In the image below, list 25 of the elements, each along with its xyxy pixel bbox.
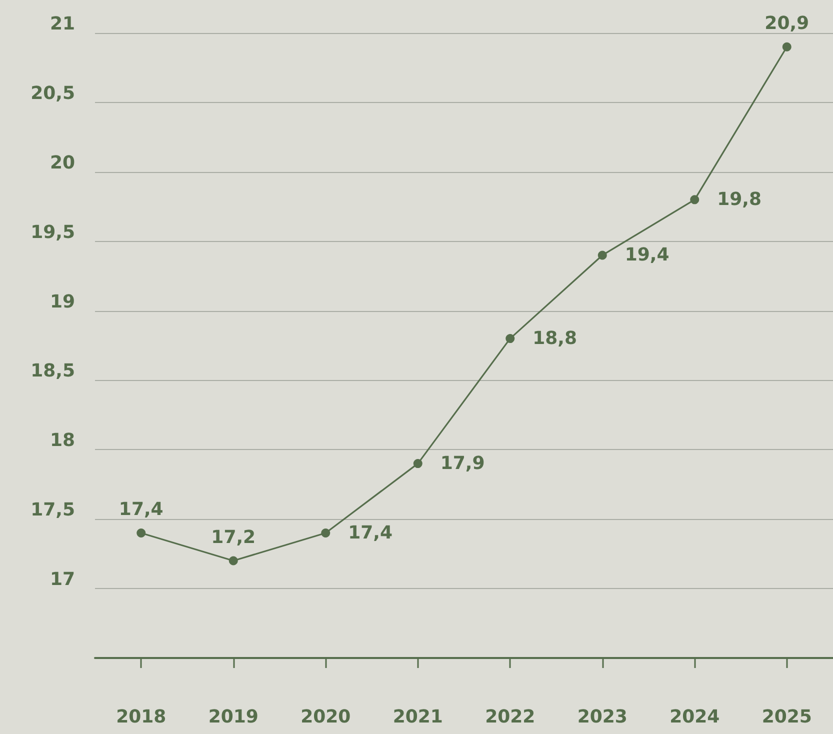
x-tick-label: 2019: [208, 706, 258, 728]
x-tick-label: 2025: [762, 706, 812, 728]
y-tick-label: 19: [50, 291, 75, 312]
data-label: 17,2: [211, 526, 256, 548]
data-label: 17,4: [118, 499, 164, 520]
x-tick-label: 2022: [485, 706, 536, 728]
data-label: 19,8: [717, 189, 762, 210]
y-tick-label: 20: [50, 152, 75, 174]
y-tick-label: 20,5: [30, 82, 75, 104]
data-label: 17,9: [440, 453, 485, 474]
x-tick-label: 2020: [300, 706, 351, 728]
y-tick-label: 17,5: [30, 500, 75, 521]
x-tick-label: 2023: [577, 706, 628, 728]
x-tick-label: 2018: [116, 706, 166, 728]
y-tick-label: 21: [50, 14, 75, 34]
y-tick-label: 17: [50, 569, 75, 590]
y-tick-label: 18: [50, 430, 75, 452]
x-tick-label: 2021: [392, 706, 443, 728]
data-label: 20,9: [764, 12, 810, 34]
x-tick-label: 2024: [670, 706, 720, 728]
data-label: 19,4: [624, 244, 670, 266]
data-label: 17,4: [348, 522, 393, 544]
y-tick-label: 19,5: [30, 222, 75, 243]
y-tick-label: 18,5: [30, 360, 75, 382]
data-label: 18,8: [532, 328, 578, 350]
